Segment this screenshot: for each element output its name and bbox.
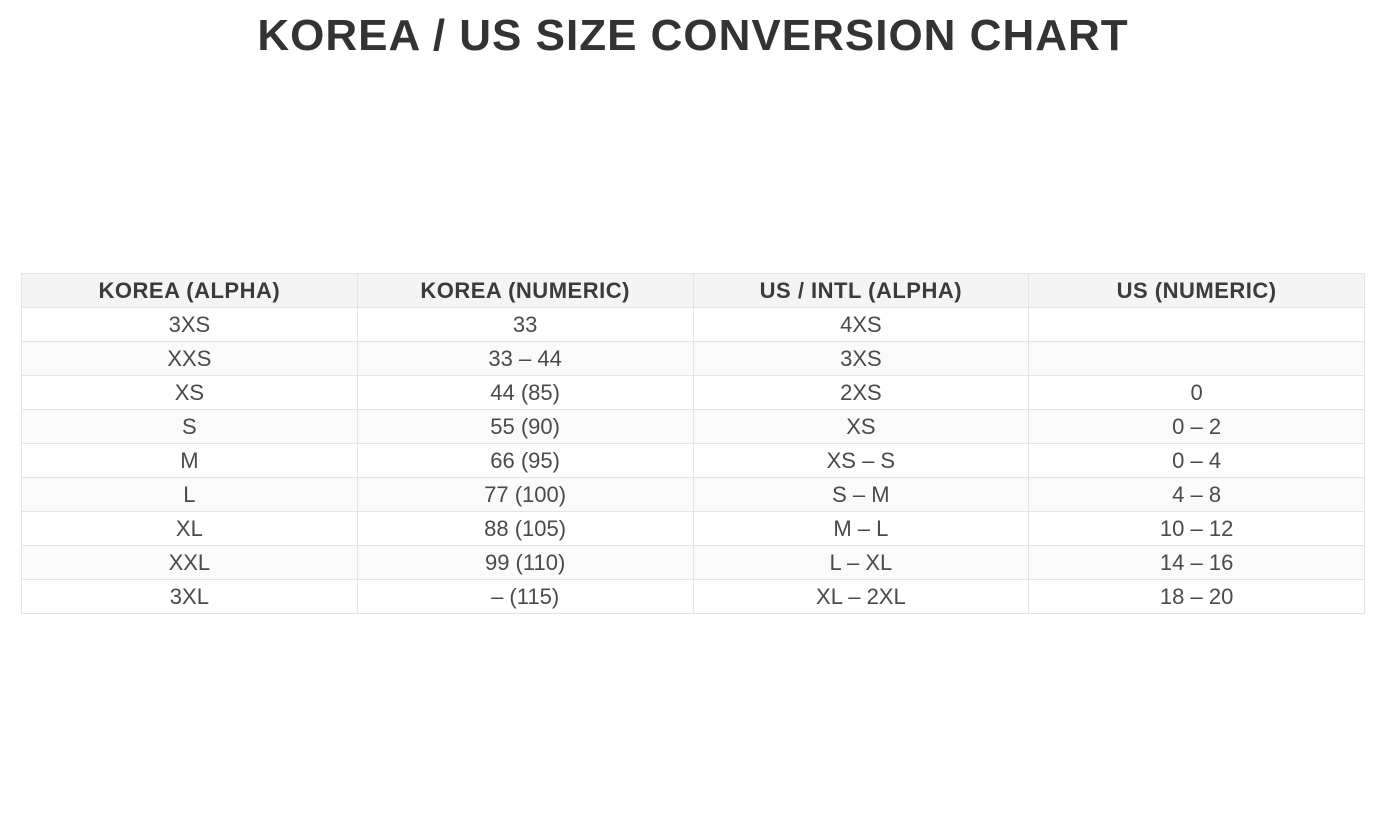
table-cell: 3XS: [21, 307, 358, 342]
table-body: 3XS 33 4XS XXS 33 – 44 3XS XS 44 (85) 2X…: [21, 307, 1365, 614]
table-cell: XL: [21, 511, 358, 546]
table-header-row: KOREA (ALPHA) KOREA (NUMERIC) US / INTL …: [21, 273, 1365, 308]
table-cell: M – L: [692, 511, 1030, 546]
page-title: KOREA / US SIZE CONVERSION CHART: [257, 11, 1129, 60]
table-cell: 33 – 44: [356, 341, 694, 376]
table-cell: 99 (110): [356, 545, 694, 580]
table-cell: XS – S: [692, 443, 1030, 478]
table-cell: 3XL: [21, 579, 358, 614]
table-row: M 66 (95) XS – S 0 – 4: [21, 443, 1365, 478]
table-cell: 2XS: [692, 375, 1030, 410]
column-header-us-numeric: US (NUMERIC): [1028, 273, 1365, 308]
table-cell: XXS: [21, 341, 358, 376]
table-row: XL 88 (105) M – L 10 – 12: [21, 511, 1365, 546]
table-cell: L – XL: [692, 545, 1030, 580]
table-cell: 10 – 12: [1028, 511, 1365, 546]
column-header-korea-alpha: KOREA (ALPHA): [21, 273, 358, 308]
table-cell: [1028, 307, 1365, 342]
table-cell: S – M: [692, 477, 1030, 512]
table-cell: [1028, 341, 1365, 376]
table-cell: 77 (100): [356, 477, 694, 512]
table-cell: 18 – 20: [1028, 579, 1365, 614]
table-cell: XL – 2XL: [692, 579, 1030, 614]
table-cell: 0: [1028, 375, 1365, 410]
table-cell: L: [21, 477, 358, 512]
table-header: KOREA (ALPHA) KOREA (NUMERIC) US / INTL …: [21, 273, 1365, 308]
table-row: XXS 33 – 44 3XS: [21, 341, 1365, 376]
table-cell: S: [21, 409, 358, 444]
table-cell: 14 – 16: [1028, 545, 1365, 580]
table-cell: 44 (85): [356, 375, 694, 410]
table-cell: 4 – 8: [1028, 477, 1365, 512]
table-cell: M: [21, 443, 358, 478]
table-cell: XS: [21, 375, 358, 410]
table-cell: 4XS: [692, 307, 1030, 342]
table-row: L 77 (100) S – M 4 – 8: [21, 477, 1365, 512]
table-row: XXL 99 (110) L – XL 14 – 16: [21, 545, 1365, 580]
table-row: 3XS 33 4XS: [21, 307, 1365, 342]
table-cell: 55 (90): [356, 409, 694, 444]
table-cell: XXL: [21, 545, 358, 580]
column-header-us-intl-alpha: US / INTL (ALPHA): [692, 273, 1030, 308]
table-cell: XS: [692, 409, 1030, 444]
column-header-korea-numeric: KOREA (NUMERIC): [356, 273, 694, 308]
table-cell: 0 – 2: [1028, 409, 1365, 444]
table-cell: 88 (105): [356, 511, 694, 546]
table-cell: 0 – 4: [1028, 443, 1365, 478]
table-cell: – (115): [356, 579, 694, 614]
table-cell: 3XS: [692, 341, 1030, 376]
table-row: 3XL – (115) XL – 2XL 18 – 20: [21, 579, 1365, 614]
size-conversion-table: KOREA (ALPHA) KOREA (NUMERIC) US / INTL …: [21, 273, 1365, 614]
table-cell: 33: [356, 307, 694, 342]
table-cell: 66 (95): [356, 443, 694, 478]
table-row: S 55 (90) XS 0 – 2: [21, 409, 1365, 444]
table-row: XS 44 (85) 2XS 0: [21, 375, 1365, 410]
